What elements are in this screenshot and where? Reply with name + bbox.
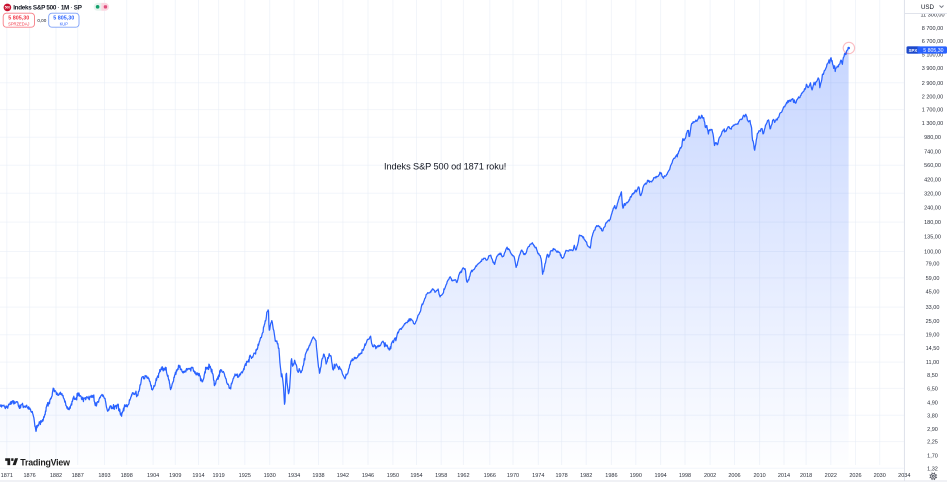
svg-text:1998: 1998 [679,473,691,479]
svg-text:4,90: 4,90 [927,401,938,407]
svg-text:USD: USD [921,4,935,11]
svg-text:420,00: 420,00 [924,178,941,184]
svg-text:740,00: 740,00 [924,149,941,155]
svg-text:1966: 1966 [484,473,496,479]
svg-text:Indeks S&P 500 od 1871 roku!: Indeks S&P 500 od 1871 roku! [384,162,506,172]
svg-text:45,00: 45,00 [926,290,940,296]
svg-text:500: 500 [5,6,11,10]
svg-text:5 805,30: 5 805,30 [53,16,74,22]
svg-text:25,00: 25,00 [926,319,940,325]
svg-text:14,50: 14,50 [926,346,940,352]
svg-text:6,50: 6,50 [927,386,938,392]
svg-text:6 700,00: 6 700,00 [922,39,943,45]
svg-text:1982: 1982 [580,473,592,479]
svg-text:1994: 1994 [654,473,666,479]
svg-text:2030: 2030 [874,473,886,479]
svg-text:1,32: 1,32 [927,466,938,472]
svg-text:1950: 1950 [387,473,399,479]
svg-text:320,00: 320,00 [924,191,941,197]
svg-text:5 805,30: 5 805,30 [8,16,29,22]
svg-text:1946: 1946 [362,473,374,479]
svg-text:1990: 1990 [630,473,642,479]
svg-text:1934: 1934 [288,473,300,479]
svg-text:2 200,00: 2 200,00 [922,95,943,101]
svg-text:11 300,00: 11 300,00 [920,13,944,19]
svg-text:TradingView: TradingView [20,457,70,467]
svg-text:2,25: 2,25 [927,440,938,446]
svg-text:1970: 1970 [507,473,519,479]
svg-text:2022: 2022 [825,473,837,479]
svg-text:1938: 1938 [312,473,324,479]
svg-text:1893: 1893 [98,473,110,479]
svg-text:KUP: KUP [60,21,69,26]
svg-text:19,00: 19,00 [926,333,940,339]
svg-text:135,00: 135,00 [924,235,941,241]
svg-text:1942: 1942 [337,473,349,479]
svg-text:5 100,00: 5 100,00 [922,53,943,59]
svg-text:1,70: 1,70 [927,454,938,460]
svg-text:1962: 1962 [457,473,469,479]
svg-text:1919: 1919 [212,473,224,479]
svg-text:560,00: 560,00 [924,163,941,169]
svg-text:5 805,30: 5 805,30 [923,48,943,54]
svg-text:33,00: 33,00 [926,305,940,311]
svg-text:1954: 1954 [410,473,422,479]
svg-text:2018: 2018 [800,473,812,479]
svg-text:SPX: SPX [909,48,918,53]
svg-text:2010: 2010 [753,473,765,479]
svg-text:59,00: 59,00 [926,276,940,282]
svg-text:3,80: 3,80 [927,413,938,419]
svg-text:8,50: 8,50 [927,373,938,379]
svg-text:2026: 2026 [849,473,861,479]
svg-text:1958: 1958 [435,473,447,479]
svg-text:240,00: 240,00 [924,206,941,212]
svg-text:1887: 1887 [72,473,84,479]
svg-text:1909: 1909 [169,473,181,479]
svg-text:100,00: 100,00 [924,250,941,256]
svg-text:2,90: 2,90 [927,427,938,433]
svg-text:2006: 2006 [728,473,740,479]
svg-text:1 300,00: 1 300,00 [922,121,943,127]
svg-text:1925: 1925 [239,473,251,479]
svg-text:980,00: 980,00 [924,135,941,141]
svg-text:8 700,00: 8 700,00 [922,26,943,32]
svg-text:1914: 1914 [192,473,204,479]
svg-text:1898: 1898 [121,473,133,479]
svg-text:1 700,00: 1 700,00 [922,108,943,114]
svg-text:2 900,00: 2 900,00 [922,81,943,87]
svg-text:1930: 1930 [264,473,276,479]
svg-text:180,00: 180,00 [924,220,941,226]
svg-text:1876: 1876 [23,473,35,479]
svg-text:SPRZEDAJ: SPRZEDAJ [8,21,29,26]
svg-text:1986: 1986 [605,473,617,479]
svg-text:1871: 1871 [1,473,13,479]
svg-text:1904: 1904 [147,473,159,479]
svg-text:Indeks S&P 500 · 1M · SP: Indeks S&P 500 · 1M · SP [13,5,82,12]
svg-text:2002: 2002 [704,473,716,479]
svg-text:0,00: 0,00 [37,18,46,23]
svg-text:79,00: 79,00 [926,261,940,267]
svg-text:2014: 2014 [778,473,790,479]
svg-text:1974: 1974 [532,473,544,479]
svg-text:1882: 1882 [50,473,62,479]
svg-text:11,00: 11,00 [926,360,939,366]
svg-text:2034: 2034 [898,473,910,479]
svg-text:3 900,00: 3 900,00 [922,66,943,72]
svg-text:1978: 1978 [555,473,567,479]
